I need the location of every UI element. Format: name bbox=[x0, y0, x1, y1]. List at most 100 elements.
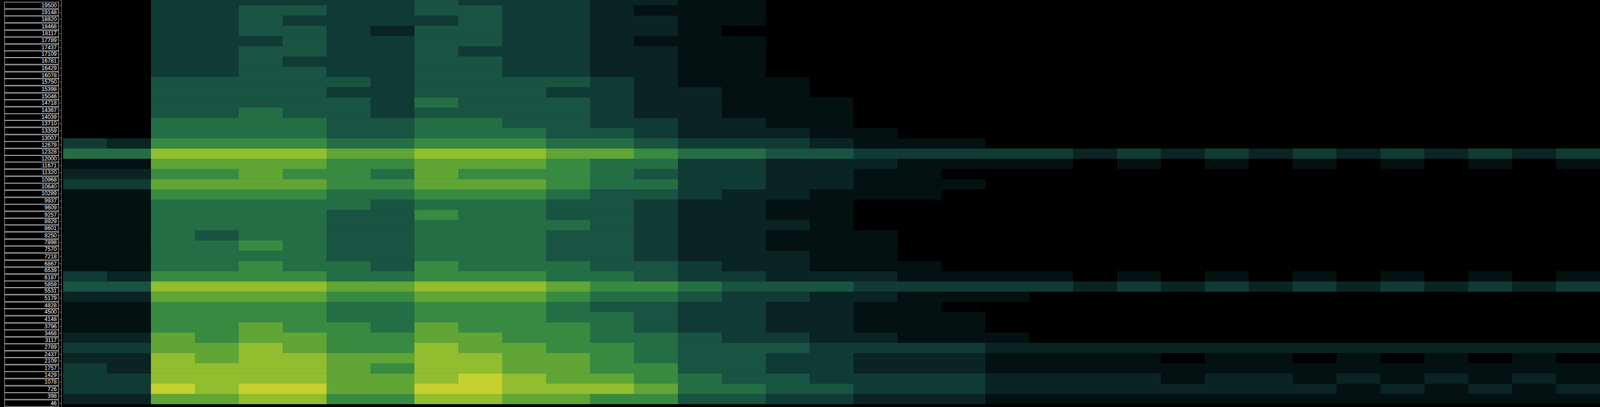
cell bbox=[414, 291, 459, 302]
cell bbox=[1468, 128, 1513, 139]
tick-label: 2109 bbox=[44, 357, 57, 365]
tick: 7898 bbox=[4, 239, 62, 246]
cell bbox=[370, 15, 415, 27]
cell bbox=[1248, 281, 1294, 292]
cell bbox=[677, 322, 723, 333]
cell bbox=[1424, 138, 1469, 149]
cell bbox=[1468, 260, 1513, 272]
cell bbox=[1116, 76, 1162, 88]
cell bbox=[853, 107, 898, 119]
cell bbox=[150, 148, 196, 159]
tick-label: 10289 bbox=[41, 190, 58, 197]
cell bbox=[677, 117, 723, 129]
cell bbox=[1556, 220, 1600, 231]
tick-label: 726 bbox=[47, 386, 57, 393]
tick: 16429 bbox=[4, 64, 62, 72]
cell bbox=[853, 148, 898, 159]
cell bbox=[238, 25, 284, 37]
cell bbox=[1029, 56, 1074, 67]
tick-mark bbox=[59, 130, 62, 132]
cell bbox=[1336, 250, 1381, 262]
cell bbox=[107, 393, 152, 405]
tick: 8601 bbox=[4, 225, 62, 232]
cell bbox=[282, 178, 328, 190]
cell bbox=[1380, 0, 1425, 6]
cell bbox=[150, 291, 196, 302]
tick-label: 7898 bbox=[44, 239, 57, 246]
cell bbox=[590, 168, 635, 180]
cell bbox=[1116, 5, 1162, 16]
tick-label: 13359 bbox=[41, 127, 58, 135]
tick: 17789 bbox=[4, 37, 62, 44]
tick: 19148 bbox=[4, 9, 62, 16]
cell bbox=[809, 148, 854, 159]
tick-mark bbox=[59, 47, 62, 48]
tick-label: 12679 bbox=[41, 141, 58, 149]
cell bbox=[1116, 281, 1162, 292]
cell bbox=[633, 301, 679, 313]
cell bbox=[1160, 46, 1206, 57]
tick-mark bbox=[59, 81, 62, 83]
cell bbox=[853, 322, 898, 333]
cell bbox=[1468, 352, 1513, 364]
cell bbox=[414, 148, 459, 159]
tick: 4500 bbox=[4, 308, 62, 316]
cell bbox=[370, 128, 415, 139]
cell bbox=[1292, 301, 1337, 313]
cell bbox=[721, 168, 767, 180]
cell bbox=[590, 311, 635, 323]
cell bbox=[194, 5, 240, 16]
tick-mark bbox=[59, 235, 62, 236]
cell bbox=[1380, 220, 1425, 231]
cell bbox=[1160, 178, 1206, 190]
cell bbox=[1468, 56, 1513, 67]
cell bbox=[282, 189, 328, 200]
cell bbox=[633, 383, 679, 395]
cell bbox=[765, 342, 811, 354]
cell bbox=[633, 393, 679, 405]
cell bbox=[590, 373, 635, 384]
cell bbox=[941, 35, 986, 47]
cell bbox=[1116, 96, 1162, 108]
tick: 18468 bbox=[4, 23, 62, 30]
tick-label: 8250 bbox=[44, 232, 57, 239]
cell bbox=[1248, 46, 1294, 57]
cell bbox=[282, 76, 328, 88]
cell bbox=[1029, 148, 1074, 159]
cell bbox=[414, 209, 459, 221]
cell bbox=[107, 281, 152, 292]
cell bbox=[590, 301, 635, 313]
cell bbox=[414, 25, 459, 37]
cell bbox=[370, 56, 415, 67]
cell bbox=[1336, 168, 1381, 180]
cell bbox=[1204, 199, 1250, 210]
cell bbox=[414, 5, 459, 16]
cell bbox=[590, 250, 635, 262]
cell bbox=[1468, 76, 1513, 88]
cell bbox=[1248, 230, 1294, 241]
tick-mark bbox=[59, 374, 62, 376]
cell bbox=[546, 96, 591, 108]
cell bbox=[63, 281, 108, 292]
cell bbox=[546, 332, 591, 344]
cell bbox=[897, 332, 942, 344]
cell bbox=[1468, 342, 1513, 354]
cell bbox=[590, 332, 635, 344]
tick-label: 14039 bbox=[41, 113, 58, 121]
tick-label-box bbox=[4, 37, 59, 44]
cell bbox=[1336, 0, 1381, 6]
cell bbox=[282, 301, 328, 313]
cell bbox=[414, 352, 459, 364]
cell bbox=[502, 66, 547, 77]
cell bbox=[282, 56, 328, 67]
cell bbox=[502, 240, 547, 252]
tick-label-box bbox=[4, 64, 59, 72]
cell bbox=[194, 66, 240, 77]
tick: 7218 bbox=[4, 253, 62, 260]
cell bbox=[194, 383, 240, 395]
cell bbox=[546, 107, 591, 119]
cell bbox=[370, 86, 415, 98]
cell bbox=[1073, 383, 1118, 395]
tick-label-box bbox=[4, 57, 59, 65]
cell bbox=[458, 332, 503, 344]
